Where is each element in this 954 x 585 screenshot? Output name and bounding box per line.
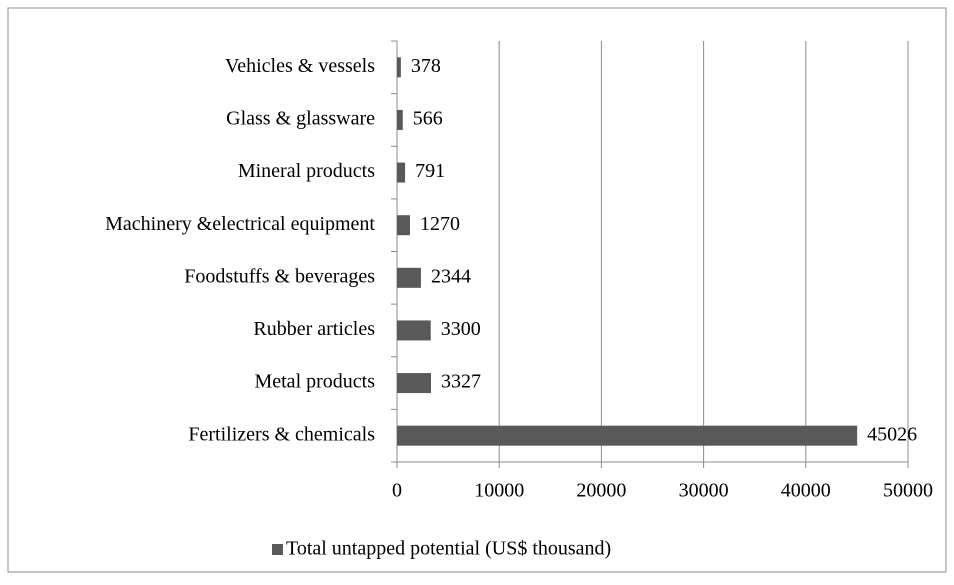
x-tick-label: 20000: [576, 480, 626, 502]
data-label: 791: [415, 160, 445, 182]
y-tick-label: Metal products: [254, 371, 375, 393]
bar: [397, 57, 401, 78]
y-tick-label: Fertilizers & chemicals: [188, 423, 375, 445]
y-tick-label: Foodstuffs & beverages: [184, 265, 375, 287]
bar: [397, 215, 410, 236]
y-tick-label: Machinery &electrical equipment: [105, 213, 375, 235]
x-tick-label: 40000: [781, 480, 831, 502]
x-tick-label: 10000: [474, 480, 524, 502]
data-label: 1270: [420, 213, 460, 235]
data-label: 378: [411, 55, 441, 77]
bar: [397, 373, 432, 394]
legend-swatch: [272, 544, 283, 555]
data-label: 45026: [867, 423, 917, 445]
y-tick-label: Glass & glassware: [226, 108, 375, 130]
bar: [397, 162, 406, 183]
bar: [397, 425, 858, 446]
data-label: 3300: [441, 318, 481, 340]
bar: [397, 267, 421, 288]
x-tick-label: 50000: [883, 480, 933, 502]
x-tick-label: 0: [392, 480, 402, 502]
x-tick-label: 30000: [679, 480, 729, 502]
data-label: 566: [413, 108, 443, 130]
legend-label: Total untapped potential (US$ thousand): [286, 538, 611, 560]
y-tick-label: Rubber articles: [253, 318, 375, 340]
data-label: 3327: [441, 371, 481, 393]
y-tick-label: Mineral products: [238, 160, 375, 182]
y-tick-label: Vehicles & vessels: [225, 55, 375, 77]
bar: [397, 320, 431, 341]
chart-border: [7, 7, 947, 573]
data-label: 2344: [431, 265, 471, 287]
bar: [397, 109, 403, 130]
